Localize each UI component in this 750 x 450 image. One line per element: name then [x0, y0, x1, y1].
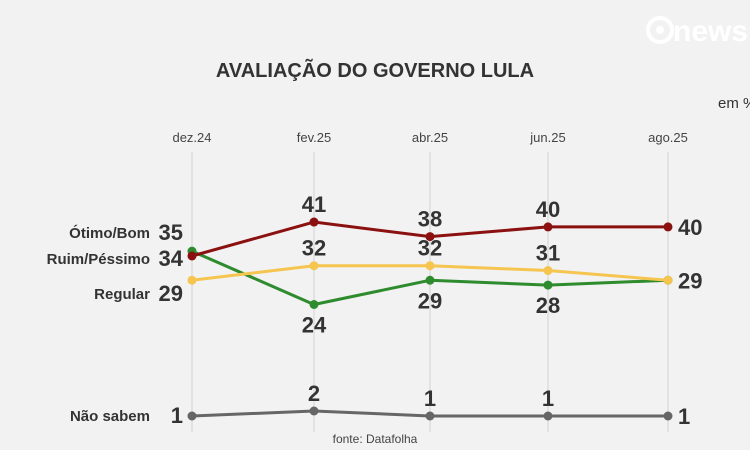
- data-label: 40: [678, 215, 702, 240]
- series-regular: 29 Regular 32 32 31 29: [94, 236, 702, 306]
- data-label: 1: [424, 386, 436, 411]
- data-point: [187, 251, 197, 261]
- data-point: [187, 411, 197, 421]
- data-point: [663, 222, 673, 232]
- data-label: 1: [171, 403, 183, 428]
- series-label: Ruim/Péssimo: [47, 251, 150, 268]
- globonews-logo: news: [646, 15, 748, 48]
- data-point: [425, 275, 435, 285]
- x-tick-label: ago.25: [648, 130, 688, 145]
- data-point: [309, 406, 319, 416]
- data-point: [425, 232, 435, 242]
- series-otimo-bom: 35 Ótimo/Bom 24 29 28: [69, 220, 673, 338]
- data-label: 31: [536, 241, 560, 266]
- data-label: 1: [542, 386, 554, 411]
- data-label: 40: [536, 197, 560, 222]
- data-point: [543, 266, 553, 276]
- data-label: 29: [678, 268, 702, 293]
- data-label: 29: [159, 281, 183, 306]
- data-label: 32: [418, 236, 442, 261]
- series-label: Regular: [94, 286, 150, 303]
- data-label: 41: [302, 192, 326, 217]
- x-tick-label: abr.25: [412, 130, 448, 145]
- data-point: [663, 275, 673, 285]
- data-point: [425, 411, 435, 421]
- unit-label: em %: [718, 95, 750, 112]
- x-tick-label: fev.25: [297, 130, 331, 145]
- data-point: [309, 300, 319, 309]
- data-label: 1: [678, 404, 690, 429]
- logo-text: news: [673, 15, 748, 48]
- x-tick-label: jun.25: [529, 130, 565, 145]
- data-label: 34: [159, 246, 184, 271]
- source-label: fonte: Datafolha: [333, 432, 418, 446]
- data-label: 32: [302, 236, 326, 261]
- chart-title: AVALIAÇÃO DO GOVERNO LULA: [216, 59, 534, 82]
- series-nao-sabem: 1 Não sabem 2 1 1 1: [70, 381, 690, 429]
- series-label: Não sabem: [70, 408, 150, 425]
- data-point: [425, 261, 435, 271]
- data-point: [543, 222, 553, 232]
- series-ruim-pessimo: 34 Ruim/Péssimo 41 38 40 40: [47, 192, 703, 271]
- data-label: 28: [536, 293, 560, 318]
- data-point: [543, 280, 553, 290]
- data-point: [187, 275, 197, 285]
- data-label: 2: [308, 381, 320, 406]
- series-label: Ótimo/Bom: [69, 224, 150, 242]
- data-point: [543, 411, 553, 421]
- data-point: [309, 217, 319, 227]
- data-label: 29: [418, 288, 442, 313]
- data-label: 35: [159, 220, 183, 245]
- data-label: 38: [418, 207, 442, 232]
- data-label: 24: [302, 313, 327, 338]
- x-tick-label: dez.24: [172, 130, 211, 145]
- data-point: [663, 411, 673, 421]
- data-point: [309, 261, 319, 271]
